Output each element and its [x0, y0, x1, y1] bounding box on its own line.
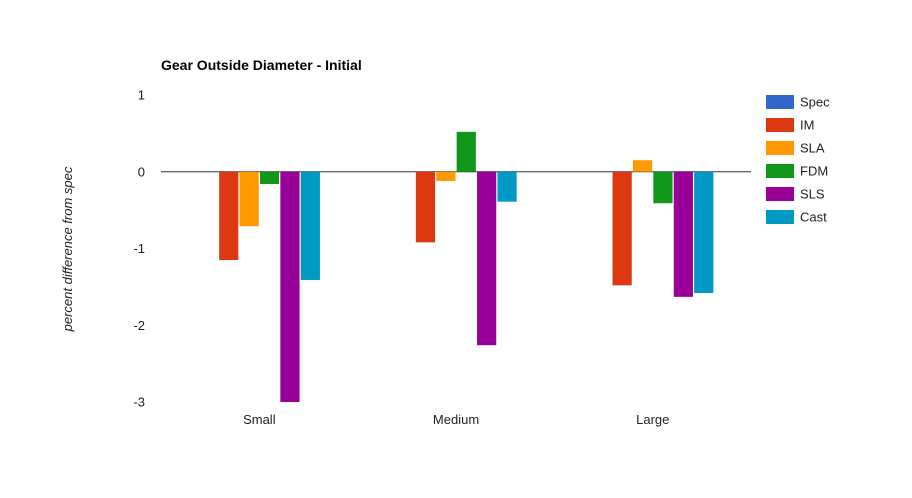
y-tick-label: -3 [133, 395, 145, 410]
legend-label-cast: Cast [800, 210, 827, 225]
y-axis-title: percent difference from spec [60, 166, 75, 332]
chart-title: Gear Outside Diameter - Initial [161, 57, 362, 73]
bar-sls-large [673, 171, 693, 297]
bar-sls-small [280, 171, 300, 402]
y-tick-label: -1 [133, 241, 145, 256]
x-tick-label: Large [636, 412, 669, 427]
legend-label-sls: SLS [800, 187, 825, 202]
x-tick-label: Medium [433, 412, 479, 427]
legend-label-sla: SLA [800, 141, 825, 156]
legend-swatch-im [766, 118, 794, 132]
legend-swatch-sls [766, 187, 794, 201]
legend-label-spec: Spec [800, 95, 830, 110]
y-tick-label: 1 [138, 88, 145, 103]
bar-sls-medium [477, 171, 497, 346]
bar-fdm-large [653, 171, 673, 204]
legend-swatch-spec [766, 95, 794, 109]
legend-label-im: IM [800, 118, 814, 133]
bar-cast-large [694, 171, 714, 294]
bar-sla-large [632, 160, 653, 172]
bar-im-small [219, 171, 239, 261]
x-tick-label: Small [243, 412, 276, 427]
bar-im-large [612, 171, 632, 286]
legend-swatch-fdm [766, 164, 794, 178]
legend-swatch-cast [766, 210, 794, 224]
legend: Spec IM SLA FDM SLS Cast [766, 95, 830, 225]
legend-label-fdm: FDM [800, 164, 828, 179]
bar-cast-small [300, 171, 320, 280]
bar-fdm-medium [456, 131, 476, 172]
bar-sla-small [239, 171, 259, 227]
y-tick-label: 0 [138, 164, 145, 179]
bar-fdm-small [259, 171, 280, 185]
legend-swatch-sla [766, 141, 794, 155]
y-tick-label: -2 [133, 318, 145, 333]
bar-cast-medium [497, 171, 517, 202]
plot-area: 1 0 -1 -2 -3 Small Medium Large [133, 88, 751, 427]
bar-sla-medium [436, 171, 456, 181]
bar-im-medium [415, 171, 436, 243]
